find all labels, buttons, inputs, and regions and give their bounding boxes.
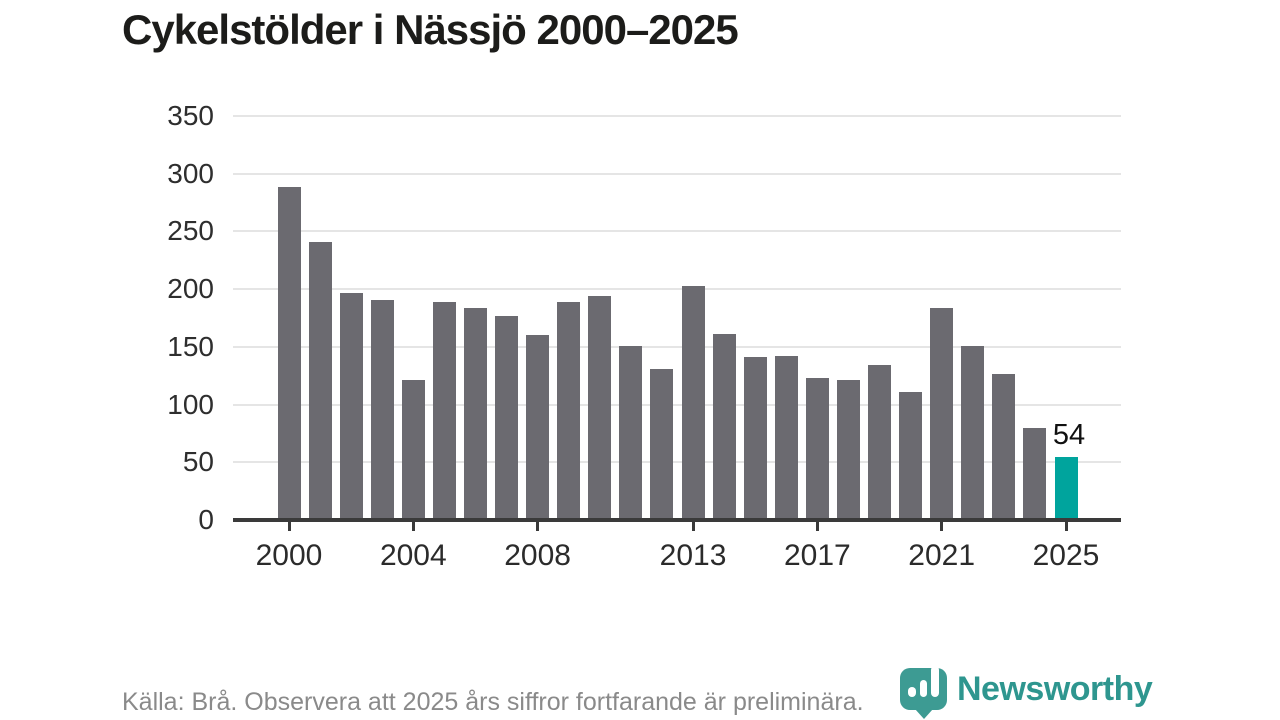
bar: [805, 378, 829, 519]
logo-bar-tall: [931, 666, 939, 697]
bar: [463, 307, 487, 519]
bar: [1023, 427, 1047, 519]
x-axis-tick: [536, 522, 540, 531]
y-tick-label: 0: [198, 504, 214, 535]
x-tick-label: 2013: [659, 539, 727, 572]
bar: [526, 335, 550, 519]
bar: [712, 334, 736, 519]
gridline: [233, 172, 1121, 175]
bar: [681, 285, 705, 519]
bar: [836, 380, 860, 519]
bar: [961, 345, 985, 519]
gridline: [233, 403, 1121, 406]
bar: [277, 186, 301, 519]
x-axis-tick: [940, 522, 944, 531]
bar-highlighted: [1054, 456, 1078, 519]
newsworthy-logo-icon: [900, 666, 947, 719]
bar: [899, 392, 923, 519]
x-tick-label: 2017: [783, 539, 851, 572]
logo-pin-tail: [915, 709, 933, 719]
x-axis-tick: [411, 522, 415, 531]
bar: [743, 357, 767, 519]
y-tick-label: 350: [167, 100, 214, 131]
bar-value-label: 54: [1052, 418, 1086, 451]
gridline: [233, 115, 1121, 117]
bar: [495, 315, 519, 519]
y-tick-label: 100: [167, 388, 214, 420]
newsworthy-brand-name: Newsworthy: [957, 670, 1153, 708]
bar: [619, 345, 643, 519]
y-tick-label: 300: [167, 157, 214, 189]
x-tick-label: 2025: [1032, 539, 1100, 572]
x-tick-label: 2021: [908, 539, 976, 572]
y-tick-label: 150: [167, 330, 214, 362]
y-tick-label: 50: [182, 446, 214, 478]
bar: [774, 356, 798, 519]
bar: [401, 380, 425, 519]
x-axis-tick: [815, 522, 819, 531]
x-axis-line: [233, 518, 1121, 522]
gridline: [233, 288, 1121, 291]
bar: [992, 373, 1016, 519]
x-tick-label: 2004: [379, 539, 447, 572]
bar: [650, 368, 674, 519]
x-axis-tick: [1064, 522, 1068, 531]
x-tick-label: 2008: [504, 539, 571, 572]
x-axis-tick: [287, 522, 291, 531]
bar: [557, 301, 581, 519]
y-tick-label: 250: [167, 215, 214, 247]
x-axis-tick: [691, 522, 695, 531]
bar: [588, 296, 612, 519]
bar: [432, 301, 456, 519]
bar: [370, 299, 394, 519]
bar: [930, 307, 954, 519]
bar: [868, 365, 892, 519]
source-note: Källa: Brå. Observera att 2025 års siffr…: [122, 688, 864, 716]
logo-bar-small: [908, 687, 916, 697]
gridline: [233, 461, 1121, 464]
y-tick-label: 200: [167, 273, 214, 305]
x-tick-label: 2000: [255, 539, 323, 572]
bar: [308, 241, 332, 519]
gridline: [233, 345, 1121, 348]
logo-bar-medium: [919, 680, 927, 697]
gridline: [233, 230, 1121, 233]
chart-title: Cykelstölder i Nässjö 2000–2025: [122, 6, 739, 53]
bar: [339, 292, 363, 519]
